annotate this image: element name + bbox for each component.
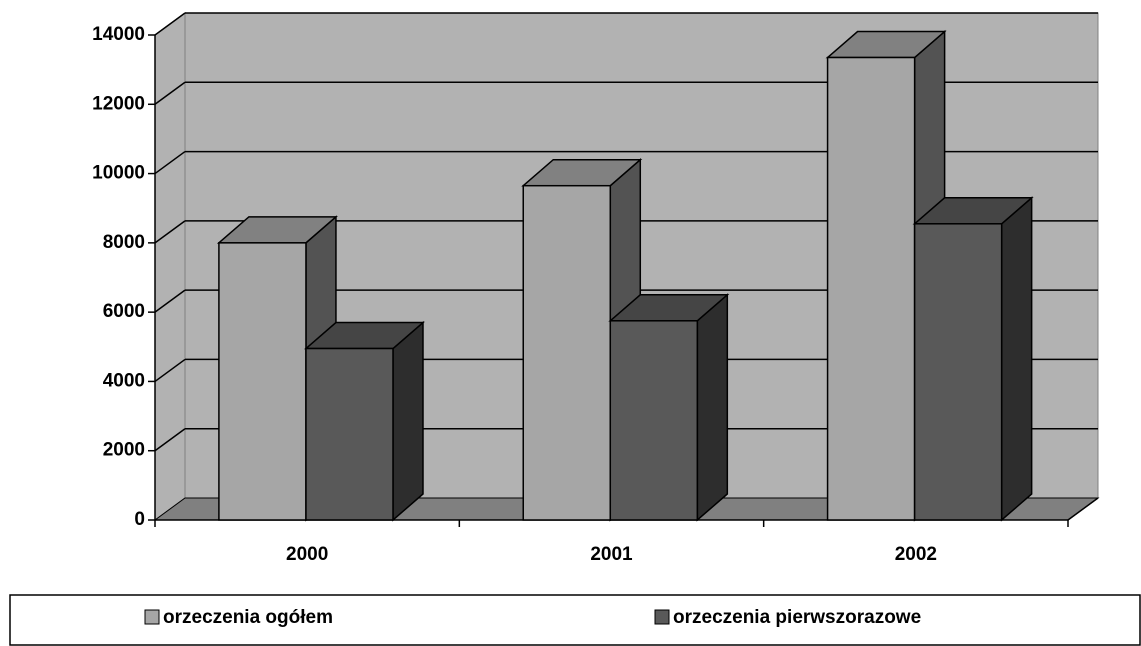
x-axis-end [1067,497,1099,521]
y-tick-label: 8000 [103,232,145,253]
bar [305,347,394,521]
bar [218,242,307,521]
y-tick-label: 10000 [92,163,145,184]
bar [522,184,612,521]
bar-side [1000,196,1033,522]
y-tick-label: 6000 [103,301,145,322]
bar [826,56,916,521]
legend-swatch [654,609,670,625]
y-tick-label: 0 [134,509,145,530]
y-tick-label: 14000 [92,24,145,45]
x-tick-label: 2002 [895,544,937,565]
legend-label: orzeczenia pierwszorazowe [673,607,921,628]
grid-line [154,150,186,175]
bar-side [392,320,424,522]
x-tick-label: 2001 [590,544,633,565]
legend-swatch [144,609,160,625]
grid-line [154,428,186,452]
grid-line [154,358,186,383]
grid-line [154,220,186,244]
legend-label: orzeczenia ogółem [163,607,333,628]
y-tick-label: 4000 [103,370,145,391]
grid-line [154,81,186,105]
y-tick-label: 12000 [92,93,145,114]
bar [913,223,1003,521]
bar [609,320,699,521]
grid-line [154,289,186,313]
side-wall [154,12,186,521]
y-tick-label: 2000 [103,440,145,461]
x-tick-label: 2000 [286,544,328,565]
bar-side [696,293,729,522]
grid-line [154,12,186,36]
legend-box [9,594,1141,646]
